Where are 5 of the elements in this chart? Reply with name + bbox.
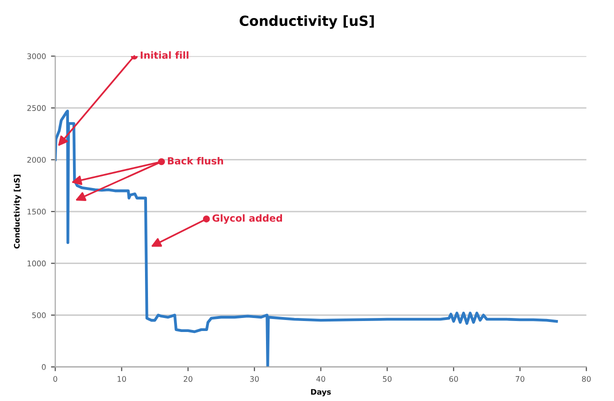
annotation: Glycol added [212,214,282,224]
line-series [55,110,558,367]
annotation: Back flush [168,156,224,165]
annotation: Initial fill [140,51,188,59]
chart-title: Conductivity [uS] [240,15,374,29]
